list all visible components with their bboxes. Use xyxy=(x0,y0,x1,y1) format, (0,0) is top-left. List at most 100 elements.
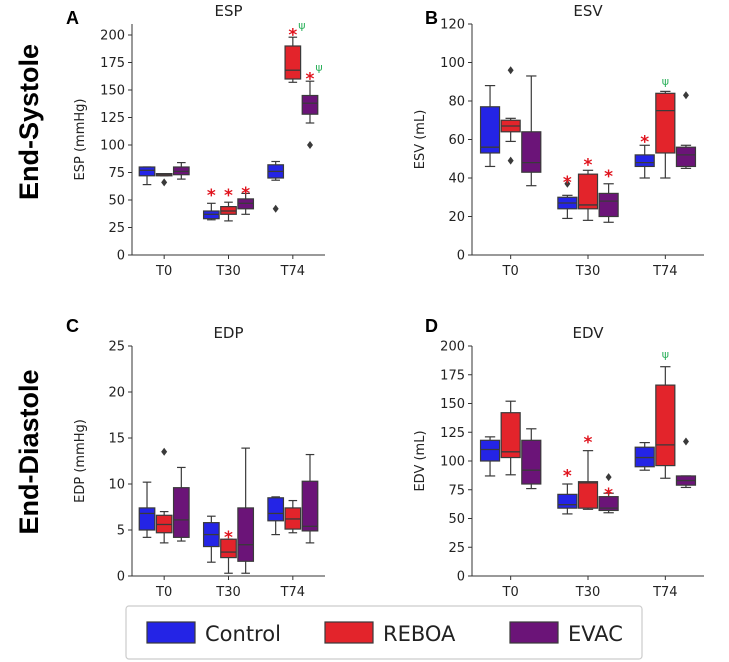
y-tick-label: 175 xyxy=(100,56,125,71)
panel-b: B ESV 0 20 40 60 80 100 120 ESV (mL) T0 T30 T74 * * * * ψ xyxy=(413,2,704,279)
y-tick-label: 0 xyxy=(457,249,465,264)
y-tick-label: 5 xyxy=(117,524,125,539)
y-axis-label: EDP (mmHg) xyxy=(73,419,88,503)
box-control-t74 xyxy=(267,496,285,536)
x-tick-label: T30 xyxy=(575,585,600,600)
box-body xyxy=(284,45,302,80)
box-evac-t30 xyxy=(598,473,619,514)
panel-letter: C xyxy=(66,316,79,336)
box-body xyxy=(577,173,599,210)
y-tick-label: 75 xyxy=(448,483,465,498)
legend-frame xyxy=(125,605,643,660)
box-reboa-t30 xyxy=(220,538,237,574)
y-tick-label: 25 xyxy=(108,340,125,355)
box-control-t0 xyxy=(138,166,156,186)
box-control-t30 xyxy=(202,202,220,221)
box-body xyxy=(138,507,156,531)
psi-annotation: ψ xyxy=(315,61,322,74)
x-tick-label: T74 xyxy=(652,585,677,600)
y-axis-label: EDV (mL) xyxy=(413,430,428,491)
significance-star: * xyxy=(584,433,593,453)
y-tick-label: 120 xyxy=(440,18,465,33)
legend-label-evac: EVAC xyxy=(568,622,623,646)
box-body xyxy=(479,439,501,462)
panel-d: D EDV 0 25 50 75 100 125 150 175 200 EDV (mL) T0 T30 T… xyxy=(413,316,704,600)
box-control-t0 xyxy=(138,481,156,538)
y-tick-label: 100 xyxy=(100,139,125,154)
box-evac-t0 xyxy=(172,466,190,542)
box-body xyxy=(634,154,655,168)
y-tick-label: 125 xyxy=(440,426,465,441)
psi-annotation: ψ xyxy=(662,348,669,361)
box-body xyxy=(598,192,619,218)
box-reboa-t74 xyxy=(284,36,302,83)
psi-annotation: ψ xyxy=(662,75,669,88)
y-tick-label: 15 xyxy=(108,432,125,447)
panel-title: ESV xyxy=(573,2,603,20)
significance-star: * xyxy=(207,186,216,206)
box-body xyxy=(301,480,319,532)
box-body xyxy=(675,146,697,168)
box-body xyxy=(220,538,237,559)
y-tick-label: 125 xyxy=(100,111,125,126)
significance-star: * xyxy=(306,70,315,90)
significance-star: * xyxy=(563,466,572,486)
outlier-point xyxy=(507,66,514,75)
y-tick-label: 100 xyxy=(440,56,465,71)
y-tick-label: 75 xyxy=(108,166,125,181)
row-label-end-diastole: End-Diastole xyxy=(14,369,44,534)
significance-star: * xyxy=(584,156,593,176)
box-reboa-t0 xyxy=(500,66,521,165)
y-tick-label: 150 xyxy=(100,84,125,99)
legend-swatch-reboa xyxy=(324,621,374,644)
box-reboa-t74 xyxy=(655,90,676,179)
y-tick-label: 0 xyxy=(457,570,465,585)
significance-star: * xyxy=(563,173,572,193)
x-tick-label: T30 xyxy=(215,264,240,279)
box-reboa-t30 xyxy=(220,201,237,222)
y-tick-label: 175 xyxy=(440,368,465,383)
x-tick-label: T30 xyxy=(215,585,240,600)
box-body xyxy=(138,166,156,177)
box-body xyxy=(577,481,599,509)
box-body xyxy=(172,487,190,538)
panel-letter: A xyxy=(66,8,79,28)
legend-label-reboa: REBOA xyxy=(383,622,456,646)
x-tick-label: T74 xyxy=(280,264,305,279)
box-evac-t0 xyxy=(521,428,542,490)
y-tick-label: 25 xyxy=(448,541,465,556)
y-tick-label: 0 xyxy=(117,570,125,585)
y-tick-label: 20 xyxy=(108,386,125,401)
significance-star: * xyxy=(241,184,250,204)
outlier-point xyxy=(564,179,571,188)
box-control-t30 xyxy=(202,515,220,563)
box-control-t74 xyxy=(267,160,285,213)
box-control-t0 xyxy=(479,436,501,477)
box-body xyxy=(479,106,501,154)
y-tick-label: 20 xyxy=(448,210,465,225)
box-control-t30 xyxy=(557,483,578,515)
legend-swatch-evac xyxy=(509,621,559,644)
y-tick-label: 10 xyxy=(108,478,125,493)
legend: Control REBOA EVAC xyxy=(125,605,643,660)
box-reboa-t0 xyxy=(500,400,521,476)
y-tick-label: 200 xyxy=(100,29,125,44)
box-evac-t74 xyxy=(675,437,697,489)
y-tick-label: 0 xyxy=(117,249,125,264)
box-evac-t74 xyxy=(675,91,697,169)
y-axis-label: ESV (mL) xyxy=(413,110,428,170)
y-tick-label: 80 xyxy=(448,95,465,110)
outlier-point xyxy=(507,156,514,165)
significance-star: * xyxy=(640,133,649,153)
significance-star: * xyxy=(604,167,613,187)
box-reboa-t74 xyxy=(655,366,676,479)
x-tick-label: T30 xyxy=(575,264,600,279)
x-tick-label: T0 xyxy=(155,585,172,600)
box-evac-t74 xyxy=(301,453,319,544)
legend-swatch-control xyxy=(146,621,196,644)
box-body xyxy=(521,439,542,485)
y-tick-label: 150 xyxy=(440,397,465,412)
box-control-t30 xyxy=(557,179,578,220)
box-reboa-t0 xyxy=(155,447,173,544)
panel-c: C EDP 0 5 10 15 20 25 EDP (mmHg) T0 T30 T74 * xyxy=(66,316,325,600)
